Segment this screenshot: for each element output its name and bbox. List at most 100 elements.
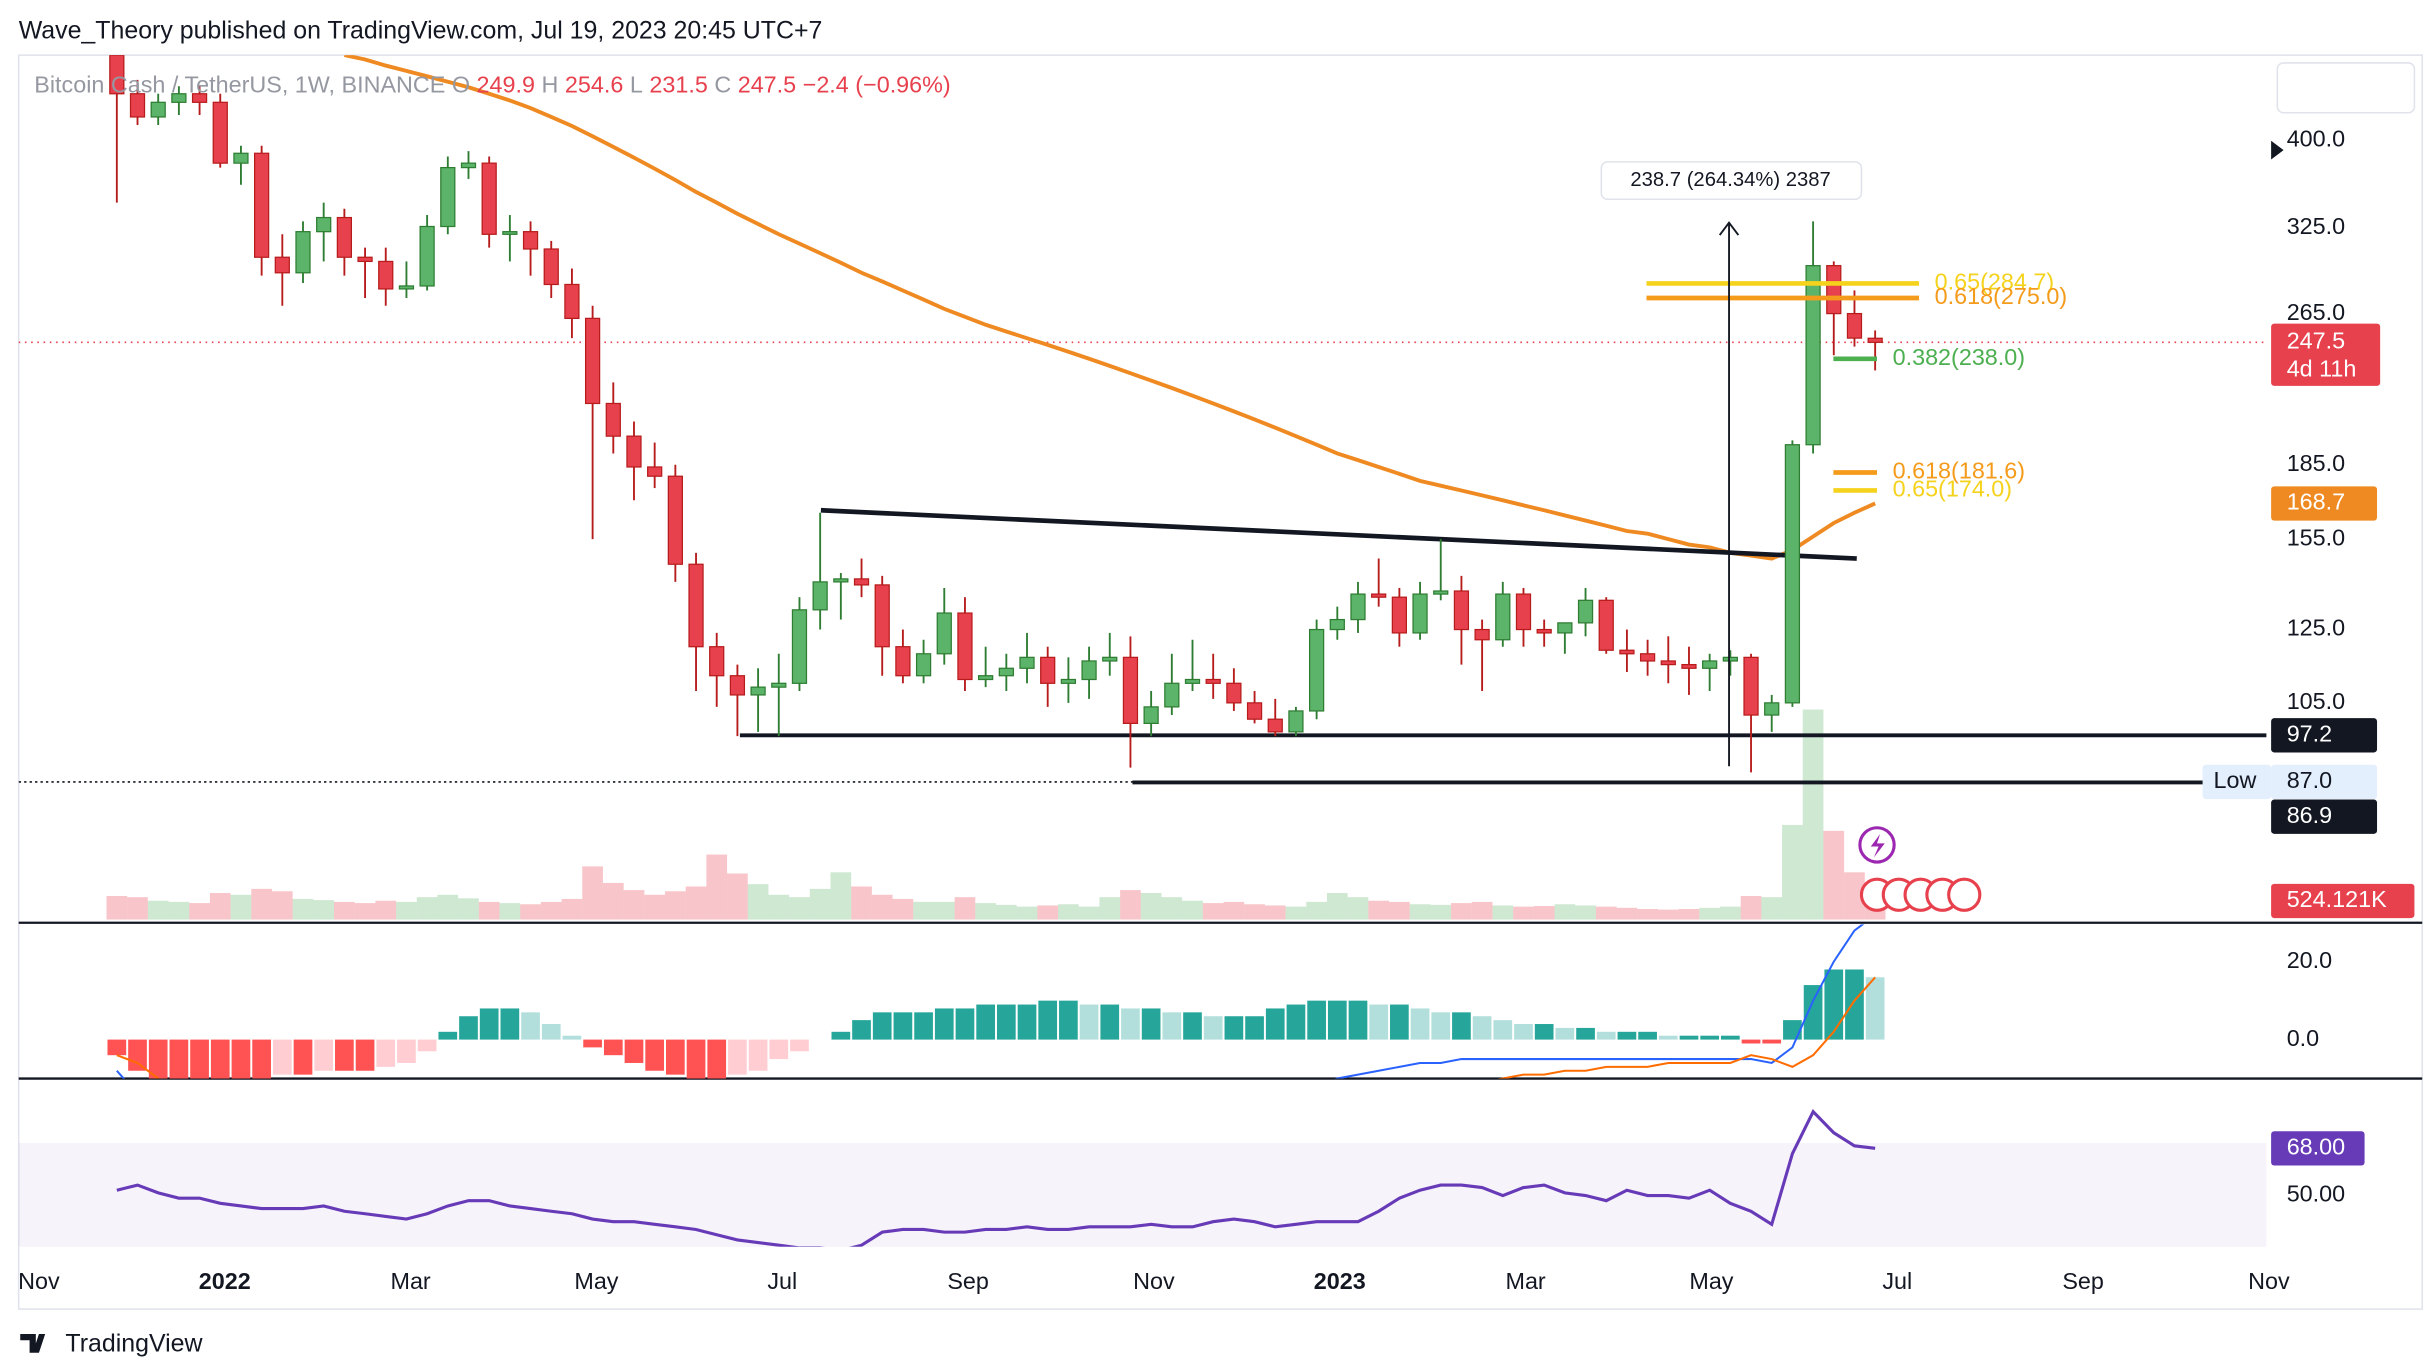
low-marker-label: 87.0 bbox=[2287, 767, 2332, 793]
volume-bar bbox=[933, 901, 955, 920]
candle-body bbox=[109, 55, 125, 95]
candle-body bbox=[1826, 265, 1842, 315]
candle-body bbox=[1184, 678, 1201, 684]
volume-bar bbox=[1078, 906, 1100, 920]
macd-tick-label: 0.0 bbox=[2287, 1025, 2319, 1051]
volume-bar bbox=[1285, 906, 1307, 920]
rsi-label: 68.00 bbox=[2287, 1134, 2345, 1160]
volume-bar bbox=[1533, 906, 1555, 920]
candle-body bbox=[647, 466, 663, 477]
macd-histogram-bar bbox=[1472, 1016, 1492, 1040]
volume-label: 524.121K bbox=[2287, 886, 2387, 912]
candle-body bbox=[1867, 337, 1883, 343]
macd-histogram-bar bbox=[852, 1020, 871, 1040]
candle-body bbox=[440, 166, 456, 228]
macd-histogram-bar bbox=[769, 1039, 789, 1060]
macd-histogram-bar bbox=[190, 1039, 209, 1079]
brand: TradingView bbox=[65, 1329, 203, 1357]
candle-body bbox=[1660, 660, 1676, 666]
macd-histogram-bar bbox=[1721, 1035, 1740, 1040]
candle-body bbox=[481, 162, 497, 235]
macd-histogram-bar bbox=[397, 1039, 416, 1063]
volume-bar bbox=[189, 903, 210, 920]
volume-bar bbox=[1223, 901, 1245, 920]
candle-body bbox=[771, 682, 787, 688]
candle-body bbox=[688, 563, 704, 648]
rsi-pane bbox=[18, 1109, 2267, 1247]
volume-bar bbox=[251, 888, 272, 920]
volume-bar bbox=[271, 891, 293, 920]
x-tick-label: Nov bbox=[18, 1268, 60, 1294]
candle-body bbox=[357, 256, 373, 263]
macd-histogram-bar bbox=[1224, 1016, 1244, 1040]
macd-histogram-bar bbox=[748, 1039, 768, 1071]
x-tick-label: Mar bbox=[390, 1268, 430, 1294]
macd-histogram-bar bbox=[272, 1039, 292, 1075]
volume-bar bbox=[540, 901, 562, 920]
x-tick-label: Sep bbox=[947, 1268, 989, 1294]
moving-average bbox=[344, 55, 1876, 561]
volume-bar bbox=[1782, 824, 1803, 920]
axis-button[interactable] bbox=[2276, 62, 2416, 114]
y-tick-label: 155.0 bbox=[2287, 524, 2345, 550]
candle-body bbox=[936, 612, 952, 655]
macd-histogram-bar bbox=[1410, 1008, 1430, 1040]
volume-bar bbox=[1140, 893, 1162, 920]
candle-body bbox=[833, 578, 849, 583]
volume-bar bbox=[437, 894, 459, 920]
volume-bar bbox=[1430, 904, 1452, 920]
macd-histogram-bar bbox=[293, 1039, 313, 1075]
macd-histogram-bar bbox=[355, 1039, 375, 1071]
volume-bar bbox=[1513, 906, 1534, 920]
volume-bar bbox=[809, 888, 831, 920]
candle-body bbox=[502, 231, 518, 235]
macd-histogram-bar bbox=[1162, 1012, 1182, 1040]
volume-bar bbox=[1575, 905, 1596, 920]
volume-bar bbox=[665, 891, 686, 920]
macd-histogram-bar bbox=[1493, 1020, 1513, 1040]
candle-body bbox=[874, 584, 890, 648]
macd-histogram-bar bbox=[1121, 1008, 1140, 1040]
macd-histogram-bar bbox=[1638, 1031, 1657, 1040]
macd-histogram-bar bbox=[1038, 1000, 1058, 1040]
y-tick-label: 105.0 bbox=[2287, 688, 2345, 714]
low-text: Low bbox=[2213, 767, 2256, 793]
volume-bar bbox=[1595, 906, 1617, 920]
candle-body bbox=[1226, 682, 1242, 704]
volume-bar bbox=[1616, 907, 1638, 920]
macd-pane bbox=[107, 924, 1885, 1079]
volume-bar bbox=[375, 900, 397, 920]
volume-bar bbox=[209, 893, 231, 920]
ma-label-box bbox=[2271, 486, 2378, 521]
macd-histogram-bar bbox=[976, 1004, 995, 1040]
macd-histogram-bar bbox=[521, 1012, 540, 1040]
candle-body bbox=[522, 231, 539, 250]
x-tick-label: May bbox=[1689, 1268, 1733, 1294]
macd-histogram-bar bbox=[210, 1039, 230, 1079]
volume-bar bbox=[1720, 906, 1741, 920]
change: −2.4 (−0.96%) bbox=[803, 71, 951, 97]
candle-body bbox=[274, 256, 290, 274]
macd-histogram-bar bbox=[1431, 1012, 1451, 1040]
volume-bar bbox=[168, 901, 190, 920]
candle-body bbox=[1722, 656, 1738, 662]
candle-body bbox=[1122, 656, 1139, 724]
candle-body bbox=[1805, 265, 1821, 446]
candle-body bbox=[1474, 628, 1490, 641]
macd-histogram-bar bbox=[645, 1039, 665, 1071]
candle-body bbox=[1681, 663, 1697, 669]
macd-histogram-bar bbox=[790, 1039, 809, 1052]
macd-histogram-bar bbox=[252, 1039, 271, 1079]
measure-arrowhead bbox=[1718, 221, 1740, 236]
macd-histogram-bar bbox=[686, 1039, 706, 1079]
macd-histogram-bar bbox=[541, 1024, 561, 1040]
macd-histogram-bar bbox=[1514, 1024, 1533, 1040]
candle-body bbox=[1598, 599, 1614, 651]
x-tick-label: Sep bbox=[2062, 1268, 2104, 1294]
volume-bar bbox=[1202, 903, 1224, 920]
countdown: 4d 11h bbox=[2287, 356, 2357, 382]
candle-body bbox=[957, 612, 973, 681]
candle-body bbox=[1577, 599, 1594, 624]
macd-histogram-bar bbox=[500, 1008, 520, 1040]
candle-body bbox=[584, 317, 601, 405]
